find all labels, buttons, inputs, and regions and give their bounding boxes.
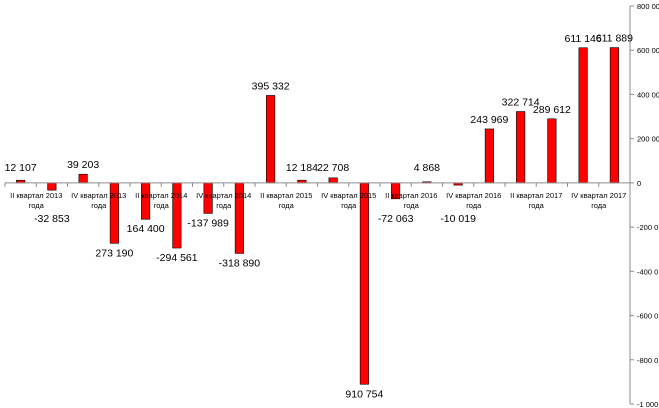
x-tick-label: II квартал 2017 — [510, 191, 562, 200]
x-tick-label-line2: года — [279, 201, 295, 210]
x-tick-label-line2: года — [466, 201, 482, 210]
y-tick-label: 800 00 — [637, 2, 659, 11]
x-tick-label-line2: года — [91, 201, 107, 210]
bar — [516, 111, 526, 184]
bar — [547, 118, 557, 184]
x-tick-label-line2: года — [154, 201, 170, 210]
x-tick-label-line2: года — [591, 201, 607, 210]
bar — [328, 177, 338, 184]
data-label: -137 989 — [187, 217, 229, 229]
bar — [266, 95, 276, 184]
x-tick-label: II квартал 2015 — [260, 191, 312, 200]
x-tick-label-line2: года — [404, 201, 420, 210]
y-tick-label: -400 0 — [637, 267, 658, 276]
x-tick-label: IV квартал 2016 — [446, 191, 501, 200]
data-label: 910 754 — [345, 388, 383, 400]
y-tick-label: 600 00 — [637, 46, 659, 55]
data-label: 39 203 — [67, 159, 99, 171]
x-tick-label: II квартал 2013 — [10, 191, 62, 200]
data-label: 22 708 — [317, 162, 349, 174]
data-label: 12 184 — [286, 162, 318, 174]
bar — [141, 182, 151, 220]
data-label: -318 890 — [219, 257, 261, 269]
x-tick-label: II квартал 2016 — [385, 191, 437, 200]
x-tick-label-line2: года — [216, 201, 232, 210]
y-tick-label: -600 0 — [637, 312, 658, 321]
x-tick-label-line2: года — [29, 201, 45, 210]
bar — [484, 128, 494, 184]
data-label: 243 969 — [470, 114, 508, 126]
x-tick-label: IV квартал 2013 — [71, 191, 126, 200]
data-label: 289 612 — [533, 104, 571, 116]
x-tick-label: IV квартал 2014 — [196, 191, 251, 200]
x-tick-label: IV квартал 2015 — [321, 191, 376, 200]
bar — [78, 173, 88, 184]
data-label: 611 889 — [596, 33, 633, 45]
y-tick-label: 0 — [637, 179, 641, 188]
bar — [578, 47, 588, 184]
y-tick-label: 400 00 — [637, 90, 659, 99]
x-tick-label-line2: года — [341, 201, 357, 210]
data-label: 611 146 — [565, 33, 602, 45]
data-label: 395 332 — [252, 80, 290, 92]
labels-layer: 12 107 -32 853 39 203 273 190 164 400 -294 56… — [5, 33, 634, 401]
bar — [609, 47, 619, 184]
y-tick-label: -200 0 — [637, 223, 658, 232]
data-label: -10 019 — [440, 213, 476, 225]
data-label: -294 561 — [156, 252, 198, 264]
bars-layer — [16, 47, 619, 385]
data-label: 322 714 — [502, 97, 540, 109]
data-label: 164 400 — [127, 223, 165, 235]
x-tick-label: IV квартал 2017 — [571, 191, 626, 200]
data-label: -72 063 — [378, 213, 414, 225]
data-label: 12 107 — [5, 162, 37, 174]
y-tick-label: -1 000 — [637, 400, 658, 408]
x-tick-label: II квартал 2014 — [135, 191, 187, 200]
bar — [359, 182, 369, 385]
y-tick-label: -800 0 — [637, 356, 658, 365]
data-label: 273 190 — [95, 247, 133, 259]
y-tick-label: 200 00 — [637, 135, 659, 144]
data-label: 4 868 — [414, 162, 440, 174]
x-tick-label-line2: года — [529, 201, 545, 210]
data-label: -32 853 — [34, 213, 70, 225]
bar — [47, 182, 57, 191]
axes-layer: 800 00 600 00 400 00 200 00 0 -200 0 -400 0 -60… — [4, 2, 659, 408]
